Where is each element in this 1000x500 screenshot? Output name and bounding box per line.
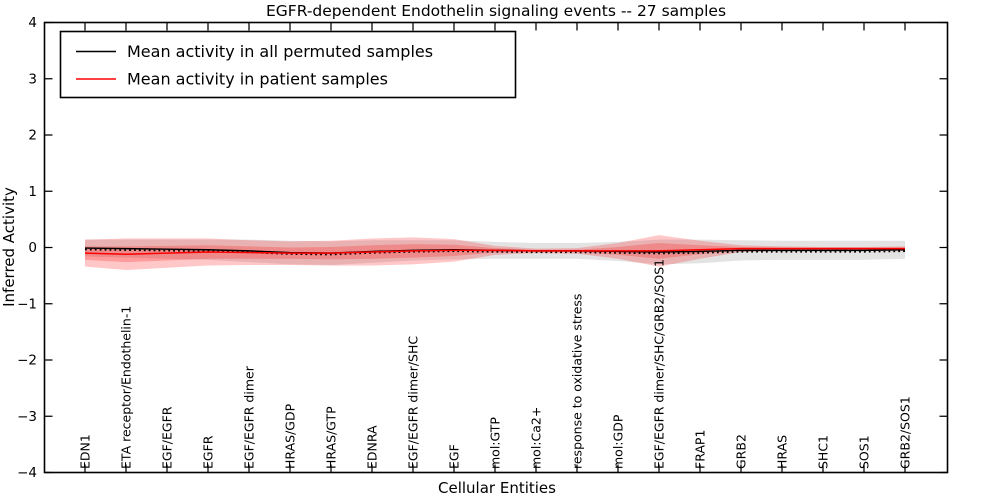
x-tick-label: EGF/EGFR dimer/SHC <box>406 336 421 469</box>
y-tick-label: −2 <box>17 353 37 369</box>
x-tick-label: mol:Ca2+ <box>529 407 544 469</box>
x-tick-label: EGF/EGFR <box>160 406 175 469</box>
x-tick-label: EDNRA <box>365 425 380 469</box>
x-tick-labels: EDN1 ETA receptor/Endothelin-1 EGF/EGFR EGF… <box>78 259 913 469</box>
x-tick-label: EGF <box>447 444 462 469</box>
x-axis-label: Cellular Entities <box>438 479 556 497</box>
x-tick-label: HRAS/GTP <box>324 406 339 469</box>
x-tick-label: response to oxidative stress <box>570 294 585 469</box>
x-tick-label: mol:GTP <box>488 417 503 469</box>
y-tick-label: 2 <box>28 128 37 144</box>
y-tick-label: −3 <box>17 409 37 425</box>
y-tick-label: 3 <box>28 71 37 87</box>
x-tick-label: HRAS <box>775 435 790 469</box>
y-tick-label: 1 <box>28 184 37 200</box>
y-tick-label: 0 <box>28 240 37 256</box>
mean-lines <box>84 247 906 256</box>
y-axis-label: Inferred Activity <box>0 187 18 307</box>
legend-box <box>59 30 517 99</box>
patient-band-inner-area <box>85 243 905 263</box>
x-tick-label: GRB2/SOS1 <box>898 396 913 469</box>
x-tick-label: HRAS/GDP <box>283 403 298 469</box>
y-tick-label: −1 <box>17 296 37 312</box>
x-tick-label: mol:GDP <box>611 414 626 469</box>
y-tick-labels: 4 3 2 1 0 −1 −2 −3 −4 <box>17 15 37 481</box>
legend-permuted-label: Mean activity in all permuted samples <box>127 42 433 61</box>
y-tick-label: 4 <box>28 15 37 31</box>
permuted-band-area <box>85 239 905 265</box>
x-tick-label: EGFR <box>201 435 216 469</box>
x-tick-label: GRB2 <box>734 434 749 469</box>
x-tick-label: SOS1 <box>857 435 872 469</box>
patient-mean-line <box>84 247 905 256</box>
x-tick-label: EDN1 <box>78 434 93 469</box>
chart-title: EGFR-dependent Endothelin signaling even… <box>266 2 726 20</box>
y-tick-label: −4 <box>17 465 37 481</box>
x-tick-label: EGF/EGFR dimer <box>242 365 257 469</box>
uncertainty-bands <box>85 235 905 270</box>
x-tick-label: ETA receptor/Endothelin-1 <box>119 306 134 469</box>
legend: Mean activity in all permuted samples Me… <box>59 30 517 99</box>
axis-ticks <box>44 21 948 474</box>
x-tick-label: SHC1 <box>816 435 831 469</box>
x-tick-label: FRAP1 <box>693 430 708 469</box>
patient-band-outer-area <box>85 235 905 270</box>
legend-patient-label: Mean activity in patient samples <box>127 70 388 89</box>
x-tick-label: EGF/EGFR dimer/SHC/GRB2/SOS1 <box>652 259 667 469</box>
